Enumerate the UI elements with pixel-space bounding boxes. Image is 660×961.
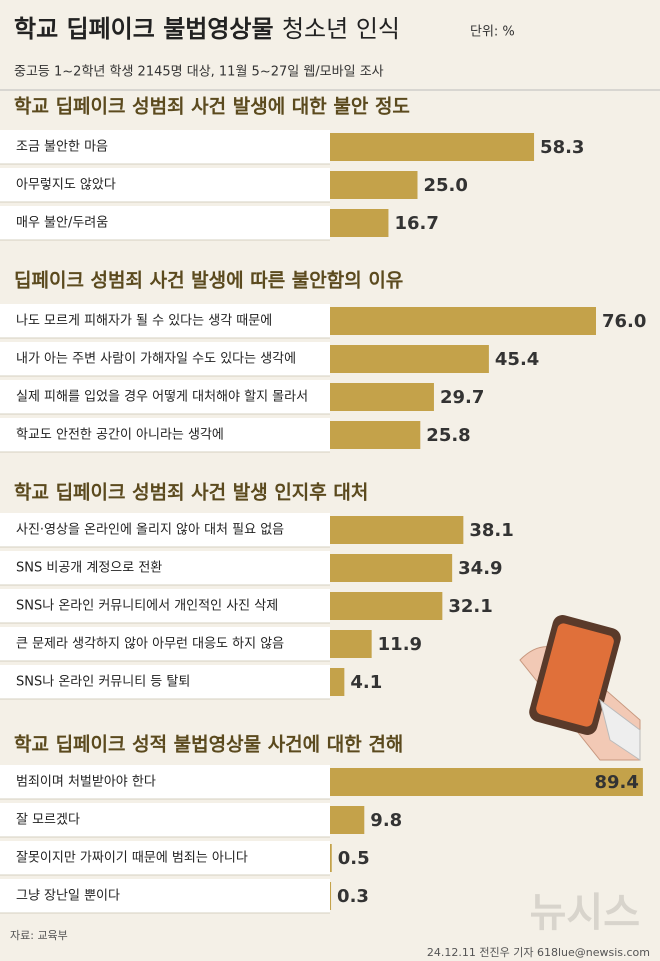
- value-label: 25.0: [424, 175, 468, 196]
- bar: [330, 516, 464, 544]
- bar: [330, 882, 332, 910]
- category-label: 사진·영상을 온라인에 올리지 않아 대처 필요 없음: [16, 523, 284, 538]
- category-label: 큰 문제라 생각하지 않아 아무런 대응도 하지 않음: [16, 637, 284, 652]
- category-label: 매우 불안/두려움: [16, 216, 108, 231]
- value-label: 4.1: [350, 672, 382, 693]
- row-bg: [0, 803, 330, 837]
- credit: 24.12.11 전진우 기자 618lue@newsis.com: [427, 946, 650, 959]
- row-bg: [0, 879, 330, 913]
- title-main: 학교 딥페이크 불법영상물: [14, 15, 274, 43]
- category-label: 학교도 안전한 공간이 아니라는 생각에: [16, 428, 224, 443]
- bar: [330, 806, 365, 834]
- logo: 뉴시스: [530, 890, 640, 936]
- row-bg: [0, 380, 330, 414]
- category-label: 실제 피해를 입었을 경우 어떻게 대처해야 할지 몰라서: [16, 390, 308, 405]
- category-label: SNS 비공개 계정으로 전환: [16, 561, 162, 576]
- category-label: 조금 불안한 마음: [16, 140, 108, 155]
- bar: [330, 171, 418, 199]
- section-title: 딥페이크 성범죄 사건 발생에 따른 불안함의 이유: [14, 270, 403, 292]
- section-title: 학교 딥페이크 성범죄 사건 발생에 대한 불안 정도: [14, 96, 410, 118]
- bar: [330, 668, 345, 696]
- section-title: 학교 딥페이크 성범죄 사건 발생 인지후 대처: [14, 482, 368, 504]
- value-label: 0.3: [337, 886, 369, 907]
- source: 자료: 교육부: [10, 929, 68, 942]
- category-label: SNS나 온라인 커뮤니티 등 탈퇴: [16, 675, 190, 690]
- bar: [330, 307, 596, 335]
- row-bg: [0, 342, 330, 376]
- row-bg: [0, 589, 330, 623]
- row-bg: [0, 206, 330, 240]
- category-label: 아무렇지도 않았다: [16, 178, 116, 193]
- value-label: 32.1: [448, 596, 492, 617]
- bar: [330, 630, 372, 658]
- value-label: 29.7: [440, 387, 484, 408]
- row-bg: [0, 841, 330, 875]
- bar: [330, 209, 389, 237]
- value-label: 16.7: [394, 213, 438, 234]
- subtitle: 중고등 1~2학년 학생 2145명 대상, 11월 5~27일 웹/모바일 조…: [14, 65, 384, 80]
- row-bg: [0, 304, 330, 338]
- bar: [330, 383, 434, 411]
- value-label: 11.9: [378, 634, 422, 655]
- category-label: 범죄이며 처벌받아야 한다: [16, 775, 156, 790]
- category-label: 그냥 장난일 뿐이다: [16, 889, 120, 904]
- category-label: 내가 아는 주변 사람이 가해자일 수도 있다는 생각에: [16, 352, 296, 367]
- value-label: 9.8: [370, 810, 402, 831]
- value-label: 89.4: [594, 772, 638, 793]
- row-bg: [0, 168, 330, 202]
- bar: [330, 554, 453, 582]
- value-label: 0.5: [338, 848, 370, 869]
- category-label: 잘못이지만 가짜이기 때문에 범죄는 아니다: [16, 851, 248, 866]
- bar: [330, 421, 421, 449]
- row-bg: [0, 418, 330, 452]
- row-bg: [0, 627, 330, 661]
- value-label: 25.8: [426, 425, 470, 446]
- category-label: 잘 모르겠다: [16, 813, 80, 828]
- row-bg: [0, 551, 330, 585]
- title: 학교 딥페이크 불법영상물 청소년 인식: [14, 15, 400, 43]
- row-bg: [0, 513, 330, 547]
- value-label: 38.1: [469, 520, 513, 541]
- title-light: 청소년 인식: [282, 15, 400, 43]
- bar: [330, 133, 535, 161]
- bar: [330, 844, 332, 872]
- unit: 단위: %: [470, 25, 515, 40]
- bar: [330, 345, 489, 373]
- value-label: 45.4: [495, 349, 539, 370]
- value-label: 58.3: [540, 137, 584, 158]
- category-label: SNS나 온라인 커뮤니티에서 개인적인 사진 삭제: [16, 599, 278, 614]
- row-bg: [0, 130, 330, 164]
- bar: [330, 592, 443, 620]
- bar: [330, 768, 643, 796]
- category-label: 나도 모르게 피해자가 될 수 있다는 생각 때문에: [16, 314, 272, 329]
- value-label: 34.9: [458, 558, 502, 579]
- row-bg: [0, 665, 330, 699]
- value-label: 76.0: [602, 311, 646, 332]
- phone-illustration: [519, 615, 641, 761]
- row-bg: [0, 765, 330, 799]
- section-title: 학교 딥페이크 성적 불법영상물 사건에 대한 견해: [14, 734, 403, 756]
